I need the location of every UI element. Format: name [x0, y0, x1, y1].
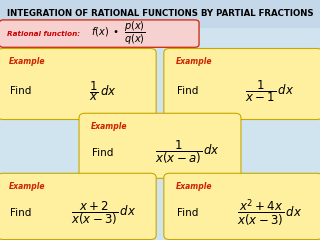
- Text: Rational function:: Rational function:: [7, 30, 80, 36]
- Text: $\dfrac{x^2+4x}{x(x-3)}\,dx$: $\dfrac{x^2+4x}{x(x-3)}\,dx$: [237, 198, 302, 229]
- Text: Example: Example: [175, 182, 212, 191]
- Text: $\dfrac{1}{x}\,dx$: $\dfrac{1}{x}\,dx$: [90, 80, 117, 103]
- Text: $\dfrac{1}{x-1}\,dx$: $\dfrac{1}{x-1}\,dx$: [245, 79, 294, 104]
- Text: Find: Find: [10, 86, 32, 96]
- Text: Find: Find: [177, 86, 198, 96]
- FancyBboxPatch shape: [0, 48, 156, 120]
- Text: Find: Find: [92, 148, 113, 158]
- Text: $f(x)\ \bullet\ \dfrac{p(x)}{q(x)}$: $f(x)\ \bullet\ \dfrac{p(x)}{q(x)}$: [91, 20, 146, 47]
- FancyBboxPatch shape: [0, 0, 320, 28]
- Text: Example: Example: [175, 57, 212, 66]
- Text: Find: Find: [177, 208, 198, 218]
- FancyBboxPatch shape: [164, 173, 320, 240]
- Text: Example: Example: [91, 122, 127, 131]
- Text: Find: Find: [10, 208, 32, 218]
- Text: $\dfrac{x+2}{x(x-3)}\,dx$: $\dfrac{x+2}{x(x-3)}\,dx$: [71, 199, 136, 227]
- Text: Example: Example: [9, 182, 45, 191]
- FancyBboxPatch shape: [0, 20, 199, 47]
- FancyBboxPatch shape: [0, 173, 156, 240]
- Text: $\dfrac{1}{x(x-a)}\,dx$: $\dfrac{1}{x(x-a)}\,dx$: [155, 139, 220, 166]
- FancyBboxPatch shape: [79, 113, 241, 178]
- FancyBboxPatch shape: [164, 48, 320, 120]
- Text: Example: Example: [9, 57, 45, 66]
- Text: INTEGRATION OF RATIONAL FUNCTIONS BY PARTIAL FRACTIONS: INTEGRATION OF RATIONAL FUNCTIONS BY PAR…: [7, 9, 313, 18]
